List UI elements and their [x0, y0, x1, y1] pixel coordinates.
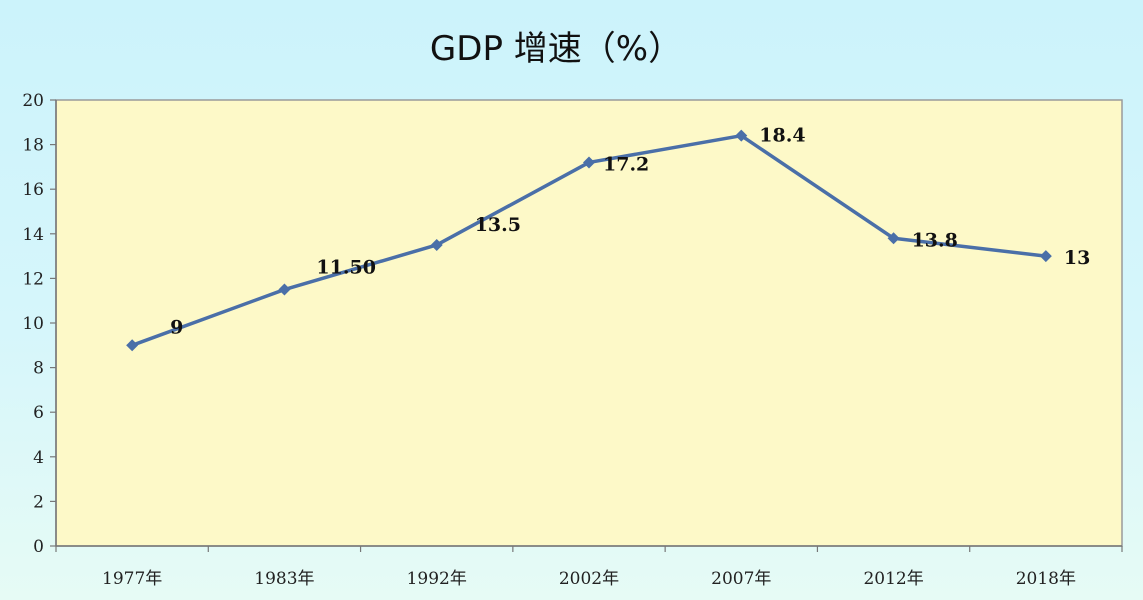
- y-tick-label: 0: [33, 537, 44, 557]
- x-tick-label: 2007年: [711, 569, 771, 589]
- x-tick-label: 2002年: [559, 569, 619, 589]
- data-point: [1039, 250, 1052, 263]
- y-tick-label: 6: [33, 403, 44, 423]
- x-tick-label: 1977年: [102, 569, 162, 589]
- y-tick-label: 16: [22, 180, 44, 200]
- data-label: 13.5: [475, 214, 521, 236]
- data-point: [887, 232, 900, 245]
- data-label: 18.4: [759, 125, 805, 147]
- y-tick-label: 20: [22, 91, 44, 111]
- y-tick-label: 4: [33, 448, 44, 468]
- data-point: [278, 283, 291, 296]
- data-label: 13: [1064, 247, 1090, 269]
- data-point: [126, 339, 139, 352]
- data-point: [430, 238, 443, 251]
- y-tick-label: 18: [22, 136, 44, 156]
- x-tick-label: 2012年: [863, 569, 923, 589]
- y-tick-label: 8: [33, 359, 44, 379]
- data-point: [583, 156, 595, 169]
- y-tick-label: 14: [22, 225, 44, 245]
- y-tick-label: 2: [33, 492, 44, 512]
- y-tick-label: 10: [22, 314, 44, 334]
- x-tick-label: 2018年: [1016, 569, 1076, 589]
- y-tick-label: 12: [22, 269, 44, 289]
- data-label: 9: [170, 316, 183, 338]
- chart-title: GDP 增速（%）: [430, 29, 682, 69]
- data-labels: 9 11.50 13.5 17.2 18.4 13.8 13: [170, 125, 1090, 339]
- data-label: 17.2: [603, 153, 649, 175]
- data-label: 13.8: [912, 229, 958, 251]
- data-point: [735, 129, 748, 142]
- data-label: 11.50: [316, 257, 376, 279]
- x-tick-label: 1992年: [407, 569, 467, 589]
- series-line: [126, 129, 1052, 352]
- x-tick-label: 1983年: [254, 569, 314, 589]
- x-axis: 1977年 1983年 1992年 2002年 2007年 2012年 2018年: [55, 545, 1123, 589]
- plot-area: [55, 99, 1123, 547]
- y-axis: 0 2 4 6 8 10 12 14 16 18 20: [22, 91, 57, 557]
